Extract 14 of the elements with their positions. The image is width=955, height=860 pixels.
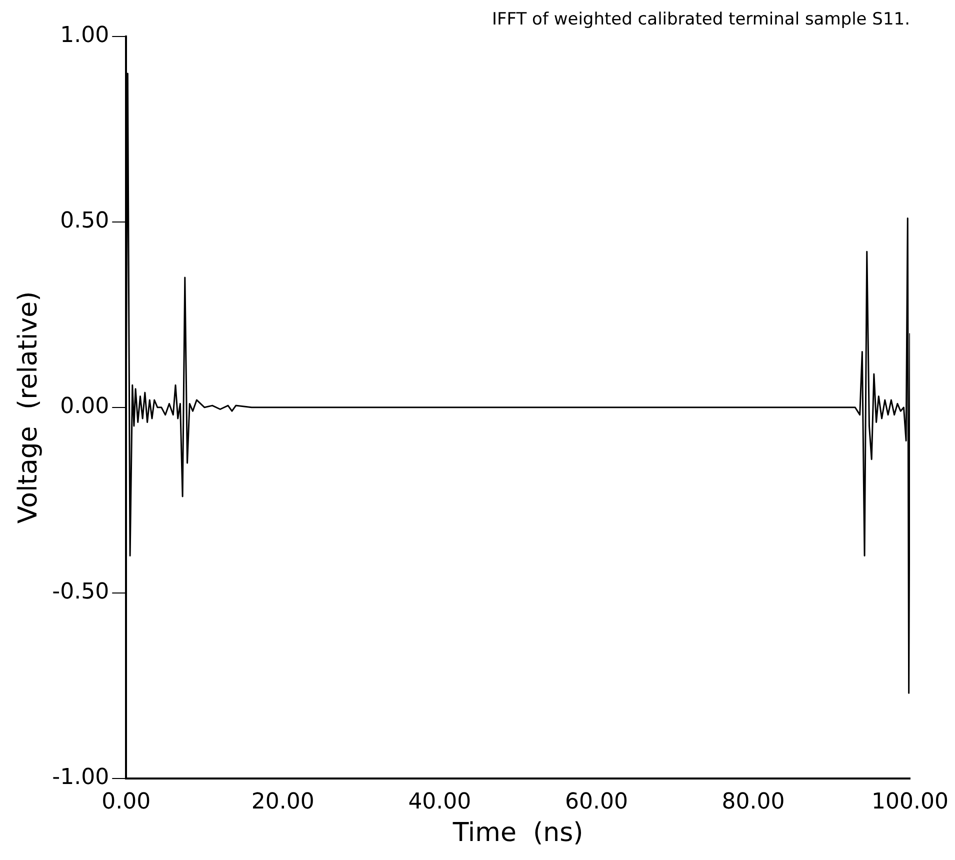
x-tick-label: 80.00 [722, 789, 785, 814]
y-tick-label: 0.00 [60, 394, 110, 420]
x-tick-label: 100.00 [872, 789, 948, 814]
x-tick-label: 0.00 [102, 789, 151, 814]
y-tick-label: -1.00 [52, 765, 110, 790]
chart-title: IFFT of weighted calibrated terminal sample S11. [492, 10, 910, 30]
x-tick-label: 60.00 [564, 789, 628, 814]
x-axis-title: Time (ns) [452, 818, 584, 848]
y-axis-title: Voltage (relative) [13, 291, 44, 524]
x-tick-label: 20.00 [251, 789, 314, 814]
x-tick-label: 40.00 [408, 789, 472, 814]
y-tick-label: 1.00 [60, 23, 110, 48]
y-tick-label: -0.50 [52, 580, 110, 605]
y-tick-label: 0.50 [60, 208, 110, 234]
